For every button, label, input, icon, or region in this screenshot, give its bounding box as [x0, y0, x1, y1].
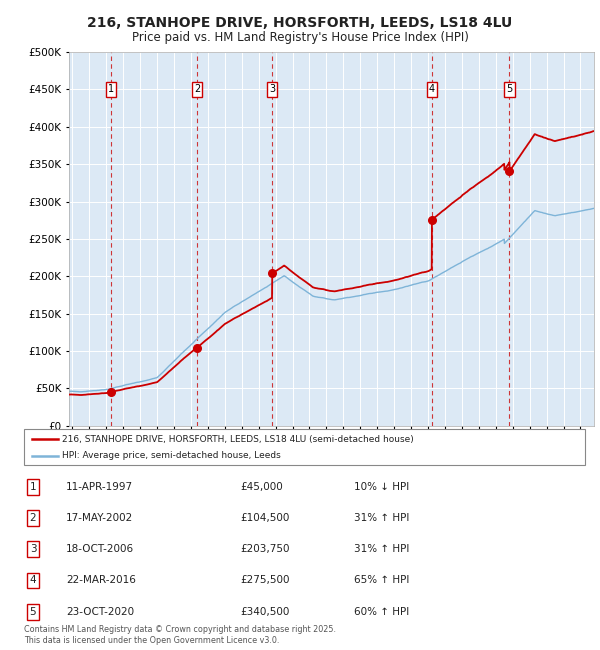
Text: 23-OCT-2020: 23-OCT-2020	[66, 606, 134, 617]
Text: £45,000: £45,000	[240, 482, 283, 492]
Text: £340,500: £340,500	[240, 606, 289, 617]
Text: 11-APR-1997: 11-APR-1997	[66, 482, 133, 492]
Text: Price paid vs. HM Land Registry's House Price Index (HPI): Price paid vs. HM Land Registry's House …	[131, 31, 469, 44]
Text: HPI: Average price, semi-detached house, Leeds: HPI: Average price, semi-detached house,…	[62, 451, 281, 460]
Text: 1: 1	[108, 84, 114, 94]
Text: 216, STANHOPE DRIVE, HORSFORTH, LEEDS, LS18 4LU: 216, STANHOPE DRIVE, HORSFORTH, LEEDS, L…	[88, 16, 512, 31]
Text: 31% ↑ HPI: 31% ↑ HPI	[354, 544, 409, 554]
Text: 10% ↓ HPI: 10% ↓ HPI	[354, 482, 409, 492]
Text: 18-OCT-2006: 18-OCT-2006	[66, 544, 134, 554]
Text: 216, STANHOPE DRIVE, HORSFORTH, LEEDS, LS18 4LU (semi-detached house): 216, STANHOPE DRIVE, HORSFORTH, LEEDS, L…	[62, 434, 414, 443]
Text: 3: 3	[269, 84, 275, 94]
Text: £104,500: £104,500	[240, 513, 289, 523]
Text: 22-MAR-2016: 22-MAR-2016	[66, 575, 136, 586]
Text: 65% ↑ HPI: 65% ↑ HPI	[354, 575, 409, 586]
Text: 5: 5	[506, 84, 512, 94]
Text: 2: 2	[194, 84, 200, 94]
Text: £203,750: £203,750	[240, 544, 290, 554]
Text: 3: 3	[29, 544, 37, 554]
Text: 4: 4	[29, 575, 37, 586]
Text: 17-MAY-2002: 17-MAY-2002	[66, 513, 133, 523]
Text: £275,500: £275,500	[240, 575, 290, 586]
Text: 60% ↑ HPI: 60% ↑ HPI	[354, 606, 409, 617]
Text: 5: 5	[29, 606, 37, 617]
Text: 1: 1	[29, 482, 37, 492]
Text: 2: 2	[29, 513, 37, 523]
Text: 4: 4	[428, 84, 435, 94]
Text: 31% ↑ HPI: 31% ↑ HPI	[354, 513, 409, 523]
Text: Contains HM Land Registry data © Crown copyright and database right 2025.
This d: Contains HM Land Registry data © Crown c…	[24, 625, 336, 645]
